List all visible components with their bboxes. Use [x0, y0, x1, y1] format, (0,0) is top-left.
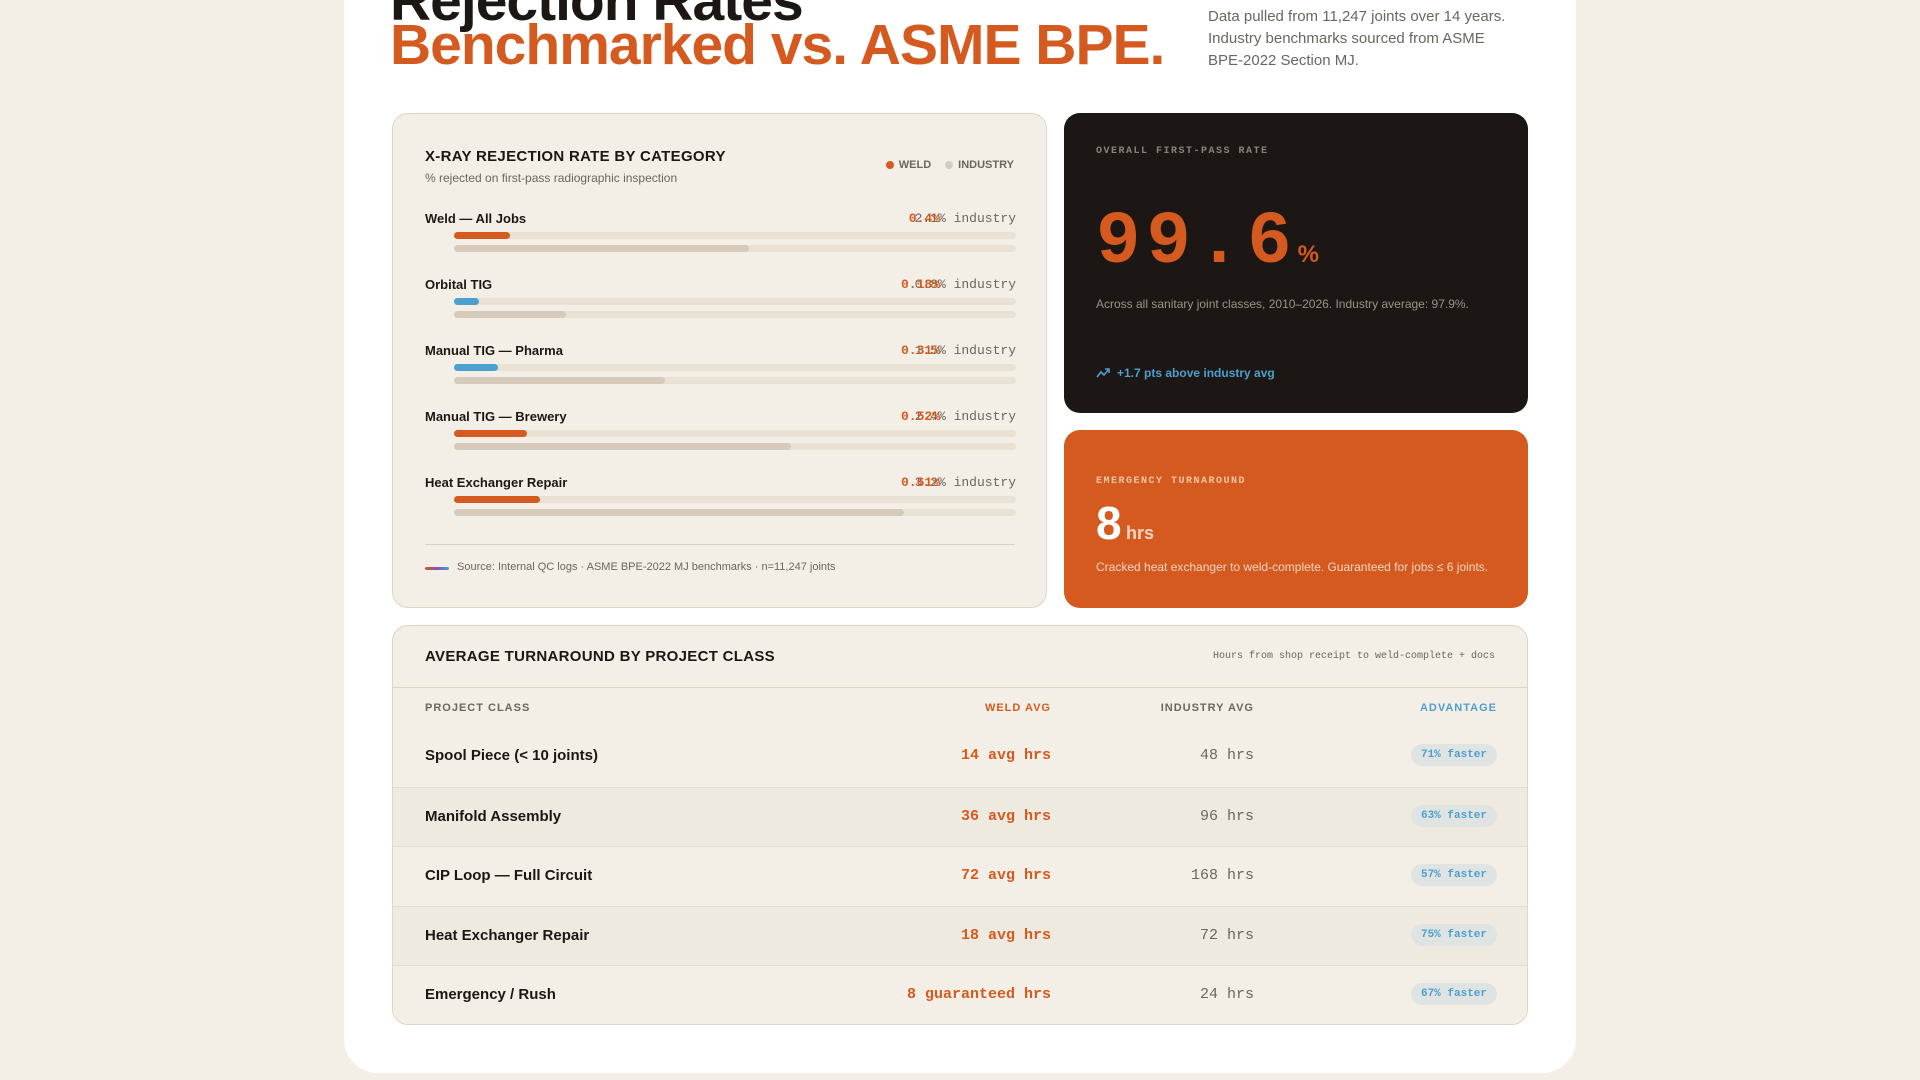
table-row: Emergency / Rush 8 guaranteed hrs 24 hrs 67…: [393, 965, 1527, 1024]
trend-text: +1.7 pts above industry avg: [1117, 366, 1275, 380]
legend-label: INDUSTRY: [958, 159, 1014, 171]
weld-bar: [454, 364, 498, 371]
industry-avg: 24 hrs: [1199, 986, 1254, 1003]
row-label: Heat Exchanger Repair: [425, 475, 568, 490]
bar-track: [454, 311, 1016, 318]
row-label: Manual TIG — Pharma: [425, 343, 563, 358]
bar-track: [454, 232, 1016, 239]
project-class: CIP Loop — Full Circuit: [425, 867, 593, 884]
weld-avg: 36 avg hrs: [960, 807, 1051, 825]
table-row: CIP Loop — Full Circuit 72 avg hrs 168 hrs…: [393, 846, 1527, 906]
stat-unit: hrs: [1126, 523, 1155, 543]
industry-bar: [454, 245, 750, 252]
stat-value: 8 hrs: [1096, 496, 1154, 550]
row-label: Orbital TIG: [425, 277, 493, 292]
stat-label: OVERALL FIRST-PASS RATE: [1096, 146, 1269, 157]
advantage-badge: 63% faster: [1410, 804, 1497, 827]
industry-value: 1.5% industry: [914, 343, 1016, 358]
weld-value: 0.61%: [900, 475, 940, 490]
table-row: Spool Piece (< 10 joints) 14 avg hrs 48 hr…: [393, 727, 1527, 786]
weld-avg: 18 avg hrs: [960, 926, 1051, 944]
advantage-badge: 57% faster: [1410, 864, 1497, 886]
project-class: Heat Exchanger Repair: [425, 926, 590, 944]
row-label: Manual TIG — Brewery: [425, 409, 567, 424]
turnaround-table: AVERAGE TURNAROUND BY PROJECT CLASS Hour…: [392, 625, 1528, 1025]
table-title: AVERAGE TURNAROUND BY PROJECT CLASS: [425, 648, 775, 665]
source-swatch: [425, 567, 449, 570]
weld-value: 0.4%: [908, 211, 940, 226]
stat-unit: %: [1297, 241, 1319, 268]
legend-item: INDUSTRY: [945, 159, 1014, 171]
legend-swatch: [945, 161, 954, 169]
industry-value: 0.8% industry: [914, 277, 1016, 292]
weld-bar: [454, 496, 540, 503]
legend-item: WELD: [885, 159, 932, 171]
project-class: Spool Piece (< 10 joints): [425, 747, 598, 764]
industry-bar: [454, 509, 904, 516]
industry-value: 2.4% industry: [914, 409, 1016, 424]
advantage-badge: 75% faster: [1410, 923, 1497, 946]
bar-track: [454, 298, 1016, 305]
advantage-badge: 71% faster: [1410, 744, 1497, 766]
panel-title: X-RAY REJECTION RATE BY CATEGORY: [425, 148, 726, 165]
stat-number: 8: [1096, 497, 1122, 549]
industry-value: 3.2% industry: [914, 475, 1016, 490]
table-note: Hours from shop receipt to weld-complete…: [1212, 651, 1495, 662]
table-row: Manifold Assembly 36 avg hrs 96 hrs 63% fas…: [393, 786, 1527, 847]
legend-label: WELD: [898, 159, 932, 171]
emergency-panel: EMERGENCY TURNAROUND 8 hrs Cracked heat …: [1064, 430, 1528, 608]
project-class: Emergency / Rush: [425, 986, 556, 1003]
weld-value: 0.18%: [900, 277, 940, 292]
weld-value: 0.52%: [900, 409, 940, 424]
source-note: Source: Internal QC logs · ASME BPE-2022…: [457, 561, 836, 573]
industry-bar: [454, 311, 567, 318]
weld-value: 0.31%: [900, 343, 940, 358]
bar-track: [454, 430, 1016, 437]
headline: Benchmarked vs. ASME BPE.: [390, 13, 1165, 77]
stat-description: Cracked heat exchanger to weld-complete.…: [1096, 560, 1489, 574]
bar-rows: Weld — All Jobs 2.1% industry 0.4% Orbital …: [393, 114, 1048, 609]
weld-avg: 72 avg hrs: [960, 867, 1051, 884]
legend-swatch: [885, 161, 894, 169]
weld-bar: [454, 298, 480, 305]
weld-bar: [454, 430, 528, 437]
weld-avg: 14 avg hrs: [960, 747, 1051, 764]
stat-description: Across all sanitary joint classes, 2010–…: [1096, 297, 1469, 311]
project-class: Manifold Assembly: [425, 807, 562, 825]
industry-avg: 48 hrs: [1199, 747, 1254, 764]
column-header: WELD AVG: [984, 702, 1051, 714]
column-header: PROJECT CLASS: [425, 702, 531, 714]
table-body: Spool Piece (< 10 joints) 14 avg hrs 48 hr…: [393, 727, 1527, 1024]
bar-track: [454, 496, 1016, 503]
headline: Rejection Rates: [390, 0, 804, 33]
industry-avg: 96 hrs: [1199, 807, 1254, 825]
bar-track: [454, 364, 1016, 371]
stat-number: 99.6: [1096, 201, 1298, 285]
divider: [425, 544, 1015, 545]
industry-avg: 168 hrs: [1190, 867, 1254, 884]
row-label: Weld — All Jobs: [425, 211, 527, 226]
industry-bar: [454, 443, 792, 450]
stat-value: 99.6%: [1096, 201, 1319, 285]
table-header: PROJECT CLASS WELD AVG INDUSTRY AVG ADVA…: [393, 687, 1527, 729]
bar-track: [454, 377, 1016, 384]
first-pass-panel: OVERALL FIRST-PASS RATE 99.6% Across all…: [1064, 113, 1528, 413]
trend-icon: [1096, 368, 1110, 378]
weld-bar: [454, 232, 511, 239]
table-row: Heat Exchanger Repair 18 avg hrs 72 hrs 75%…: [393, 905, 1527, 966]
industry-value: 2.1% industry: [914, 211, 1016, 226]
column-header: INDUSTRY AVG: [1160, 702, 1254, 714]
weld-avg: 8 guaranteed hrs: [906, 986, 1051, 1003]
advantage-badge: 67% faster: [1410, 983, 1497, 1005]
rejection-panel: X-RAY REJECTION RATE BY CATEGORY % rejec…: [392, 113, 1047, 608]
stat-label: EMERGENCY TURNAROUND: [1096, 476, 1247, 487]
legend: WELD INDUSTRY: [885, 159, 1014, 171]
header-note: Data pulled from 11,247 joints over 14 y…: [1208, 8, 1506, 69]
industry-bar: [454, 377, 665, 384]
panel-subtitle: % rejected on first-pass radiographic in…: [425, 171, 678, 185]
industry-avg: 72 hrs: [1199, 926, 1254, 944]
column-header: ADVANTAGE: [1419, 702, 1497, 714]
